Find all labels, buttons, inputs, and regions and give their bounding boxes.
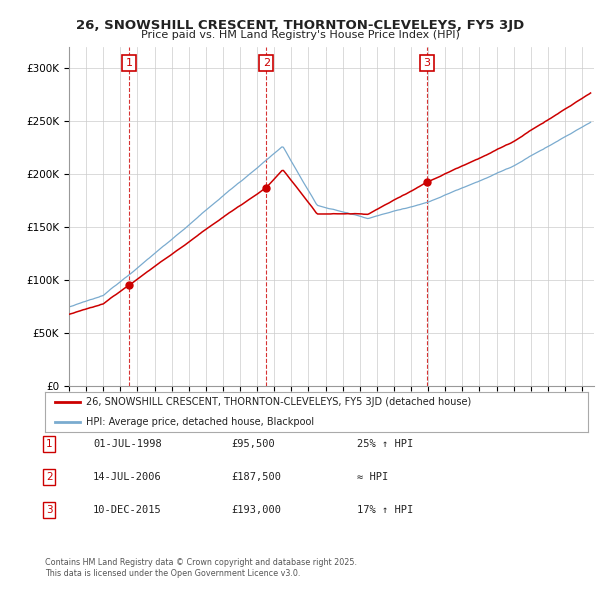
Text: 1: 1 xyxy=(46,439,53,448)
Text: 01-JUL-1998: 01-JUL-1998 xyxy=(93,439,162,448)
Text: 2: 2 xyxy=(46,472,53,481)
Text: £193,000: £193,000 xyxy=(231,505,281,514)
Text: HPI: Average price, detached house, Blackpool: HPI: Average price, detached house, Blac… xyxy=(86,417,314,427)
Text: 26, SNOWSHILL CRESCENT, THORNTON-CLEVELEYS, FY5 3JD (detached house): 26, SNOWSHILL CRESCENT, THORNTON-CLEVELE… xyxy=(86,397,471,407)
Text: Contains HM Land Registry data © Crown copyright and database right 2025.
This d: Contains HM Land Registry data © Crown c… xyxy=(45,558,357,578)
Text: 10-DEC-2015: 10-DEC-2015 xyxy=(93,505,162,514)
Text: ≈ HPI: ≈ HPI xyxy=(357,472,388,481)
Text: 17% ↑ HPI: 17% ↑ HPI xyxy=(357,505,413,514)
Text: 1: 1 xyxy=(125,58,133,68)
Text: 26, SNOWSHILL CRESCENT, THORNTON-CLEVELEYS, FY5 3JD: 26, SNOWSHILL CRESCENT, THORNTON-CLEVELE… xyxy=(76,19,524,32)
Text: 3: 3 xyxy=(424,58,431,68)
Text: Price paid vs. HM Land Registry's House Price Index (HPI): Price paid vs. HM Land Registry's House … xyxy=(140,30,460,40)
Text: 2: 2 xyxy=(263,58,270,68)
Text: 3: 3 xyxy=(46,505,53,514)
Text: 14-JUL-2006: 14-JUL-2006 xyxy=(93,472,162,481)
Text: £187,500: £187,500 xyxy=(231,472,281,481)
Text: 25% ↑ HPI: 25% ↑ HPI xyxy=(357,439,413,448)
Text: £95,500: £95,500 xyxy=(231,439,275,448)
